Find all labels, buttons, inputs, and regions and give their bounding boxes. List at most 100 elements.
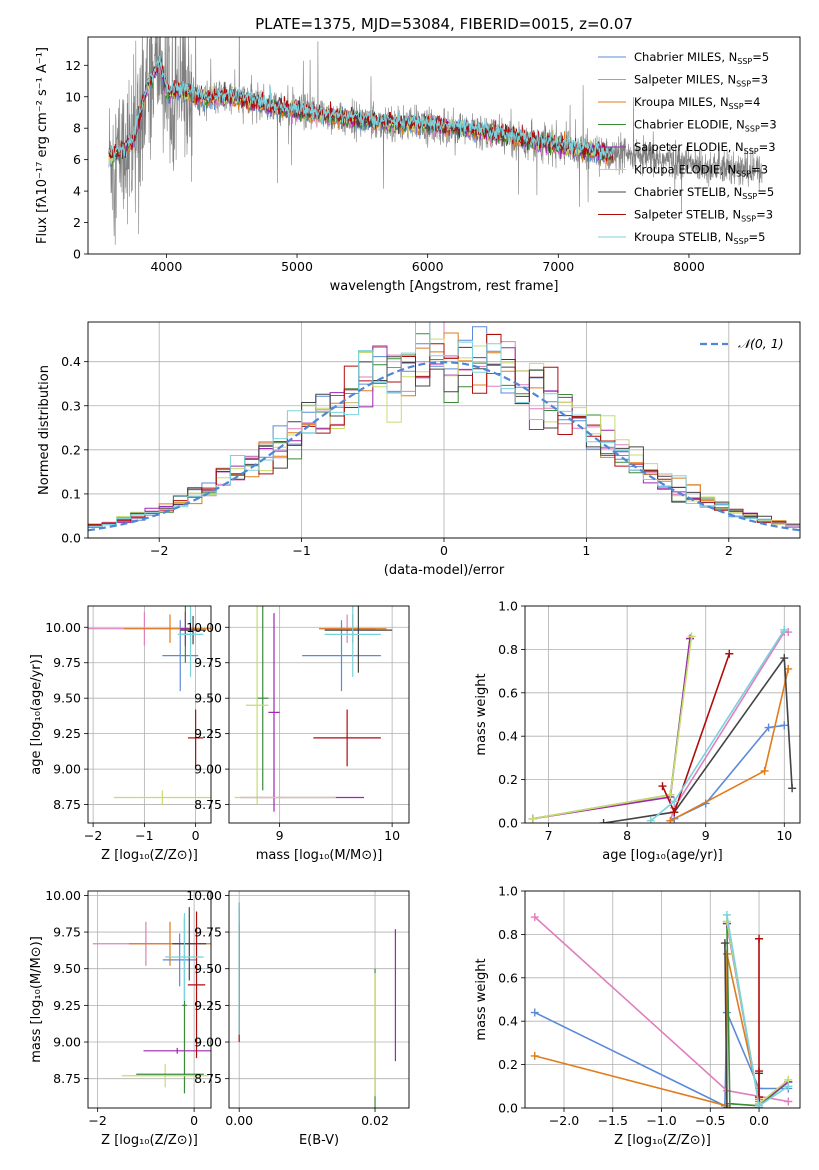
series-point-kroupa_miles — [530, 1051, 539, 1060]
y-tick-label: 9.50 — [53, 691, 81, 706]
y-tick-label: 9.00 — [194, 762, 222, 777]
series-line-salpeter_elodie — [532, 638, 691, 820]
x-tick-label: 0.02 — [361, 1113, 389, 1128]
y-tick-label: 9.50 — [53, 961, 81, 976]
panel-age_vs_Z: −2 −1 0 8.75 9.00 9.25 9.50 9.75 10.00 Z [log₁₀(Z… — [29, 605, 212, 863]
legend-label-kroupa_elodie: Kroupa ELODIE, NSSP=3 — [634, 163, 768, 179]
series-point-chabrier_miles — [780, 721, 789, 730]
y-tick-label: 9.75 — [194, 655, 222, 670]
legend-label-kroupa_miles: Kroupa MILES, NSSP=4 — [634, 95, 760, 111]
y-tick-label: 9.25 — [194, 726, 222, 741]
y-tick-label: 9.00 — [194, 1035, 222, 1050]
series-point-salpeter_stelib — [658, 782, 667, 791]
axes-frame — [87, 605, 212, 824]
series-point-salpeter_stelib — [670, 808, 679, 817]
y-tick-label: 8.75 — [194, 1071, 222, 1086]
spectrum-legend: Chabrier MILES, NSSP=5 Salpeter MILES, NS… — [598, 50, 777, 246]
y-tick-label: 4 — [73, 184, 81, 199]
legend-label-salpeter_miles: Salpeter MILES, NSSP=3 — [634, 73, 768, 89]
axes-frame — [228, 605, 410, 824]
x-tick-label: −2 — [150, 543, 168, 558]
y-tick-label: 10.00 — [45, 888, 81, 903]
x-tick-label: −2 — [88, 1113, 106, 1128]
axes-frame — [524, 890, 801, 1109]
series-line-chabrier_elodie — [532, 638, 691, 820]
series-point-chabrier_miles — [764, 723, 773, 732]
x-axis-label: Z [log₁₀(Z/Z⊙)] — [101, 1133, 198, 1148]
plot-area — [528, 625, 797, 823]
series-point-salpeter_stelib — [755, 1067, 764, 1076]
x-tick-label: 9 — [276, 828, 284, 843]
x-tick-label: 7000 — [542, 259, 574, 274]
legend-label-chabrier_stelib: Chabrier STELIB, NSSP=5 — [634, 185, 774, 201]
x-tick-label: 4000 — [150, 259, 182, 274]
plot-area — [92, 907, 211, 1094]
y-tick-label: 8 — [73, 121, 81, 136]
y-tick-label: 0.0 — [498, 1101, 518, 1116]
x-tick-label: 0.00 — [225, 1113, 253, 1128]
y-tick-label: 0.2 — [61, 442, 81, 457]
y-axis-label: mass weight — [474, 958, 489, 1040]
y-tick-label: 0.6 — [498, 685, 518, 700]
series-line-salpeter_elodie — [726, 923, 789, 1106]
x-tick-label: −2.0 — [549, 1113, 579, 1128]
y-tick-label: 9.50 — [194, 691, 222, 706]
series-point-salpeter_stelib — [755, 1093, 764, 1102]
plot-area — [108, 37, 763, 245]
series-line-kroupa_miles — [670, 668, 789, 822]
series-point-kroupa_stelib — [670, 797, 679, 806]
series-line-kroupa_stelib — [726, 914, 789, 1108]
panel-mass_vs_Z: −2 0 8.75 9.00 9.25 9.50 9.75 10.00 Z [log₁₀(Z/Z… — [29, 888, 212, 1148]
series-point-chabrier_miles — [530, 1008, 539, 1017]
series-point-kroupa_stelib — [784, 1082, 793, 1091]
y-tick-label: 8.75 — [194, 797, 222, 812]
y-tick-label: 1.0 — [498, 884, 518, 899]
y-tick-label: 9.50 — [194, 961, 222, 976]
series-line-kroupa_elodie — [726, 921, 789, 1106]
series-point-kroupa_stelib — [722, 910, 731, 919]
series-line-chabrier_elodie — [726, 923, 789, 1107]
y-tick-label: 0.2 — [498, 1057, 518, 1072]
normal-curve — [88, 360, 800, 532]
y-tick-label: 0.8 — [498, 642, 518, 657]
legend-label-chabrier_miles: Chabrier MILES, NSSP=5 — [634, 50, 769, 66]
y-tick-label: 9.00 — [53, 762, 81, 777]
legend-label-salpeter_stelib: Salpeter STELIB, NSSP=3 — [634, 208, 773, 224]
panel-weight_vs_age: 7 8 9 10 0.0 0.2 0.4 0.6 0.8 1.0 age [log₁₀(age/yr… — [474, 599, 801, 863]
y-tick-label: 9.25 — [53, 726, 81, 741]
model-spectrum-kroupa_stelib — [108, 55, 614, 162]
series-line-kroupa_elodie — [532, 636, 693, 820]
x-tick-label: −1.0 — [646, 1113, 676, 1128]
y-axis-label: mass [log₁₀(M/M⊙)] — [29, 936, 44, 1063]
series-line-chabrier_miles — [673, 724, 785, 820]
x-axis-label: (data-model)/error — [384, 563, 505, 578]
y-tick-label: 0.4 — [498, 729, 518, 744]
series-point-kroupa_elodie — [528, 814, 537, 823]
x-tick-label: −1 — [135, 828, 153, 843]
y-tick-label: 10.00 — [186, 620, 222, 635]
x-tick-label: 10 — [384, 828, 400, 843]
panel-spectrum: 4000 5000 6000 7000 8000 0 2 4 6 8 10 12 wavelength … — [35, 36, 801, 294]
y-tick-label: 8.75 — [53, 1071, 81, 1086]
x-axis-label: wavelength [Angstrom, rest frame] — [330, 279, 559, 294]
x-axis-label: Z [log₁₀(Z/Z⊙)] — [614, 1133, 711, 1148]
x-tick-label: 8 — [623, 828, 631, 843]
x-tick-label: −0.5 — [695, 1113, 725, 1128]
series-point-salpeter_stelib — [725, 649, 734, 658]
x-axis-label: mass [log₁₀(M/M⊙)] — [256, 848, 383, 863]
x-tick-label: 9 — [702, 828, 710, 843]
x-tick-label: 7 — [545, 828, 553, 843]
y-tick-label: 10.00 — [186, 888, 222, 903]
y-tick-label: 0.0 — [498, 816, 518, 831]
x-tick-label: 6000 — [412, 259, 444, 274]
y-axis-label: Normed distribution — [37, 365, 52, 495]
series-line-chabrier_stelib — [603, 655, 793, 823]
figure-title: PLATE=1375, MJD=53084, FIBERID=0015, z=0… — [255, 15, 633, 33]
y-tick-label: 1.0 — [498, 599, 518, 614]
plot-area — [88, 606, 211, 805]
x-tick-label: 0 — [190, 1113, 198, 1128]
series-point-salpeter_miles — [784, 1097, 793, 1106]
series-point-kroupa_stelib — [646, 816, 655, 823]
y-tick-label: 12 — [65, 58, 81, 73]
